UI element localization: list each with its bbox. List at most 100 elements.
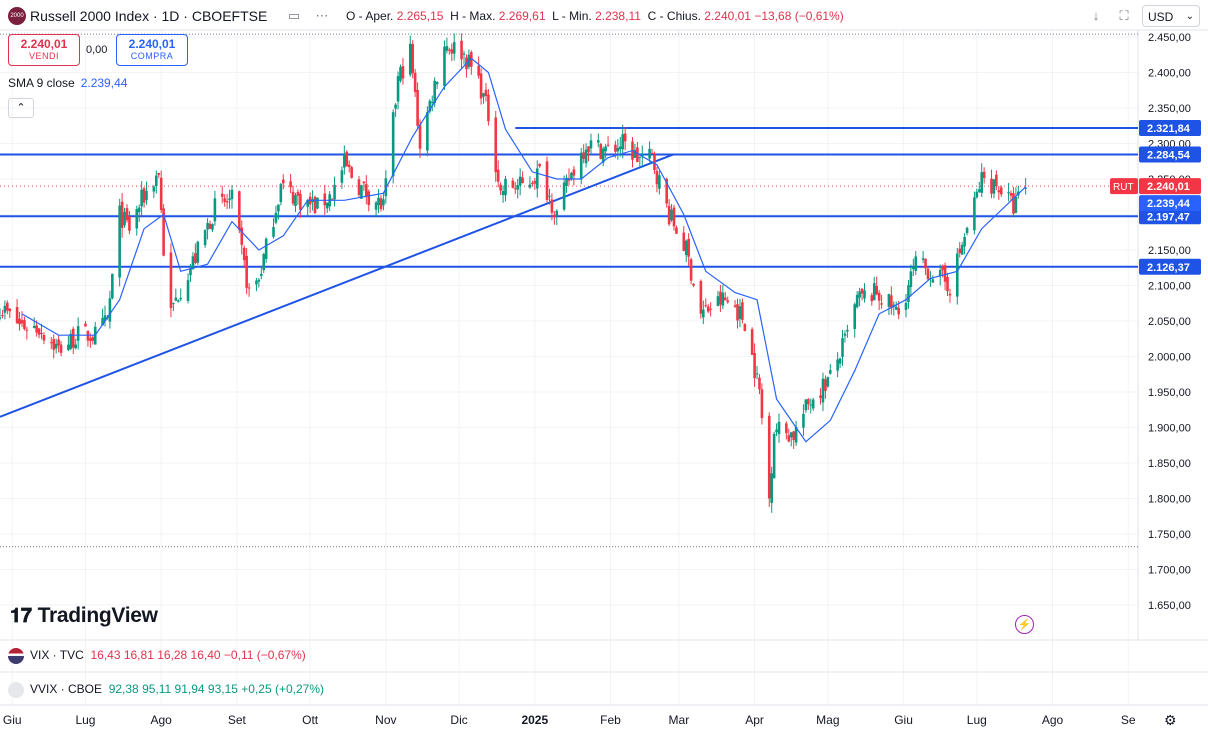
candle-body [880, 303, 883, 305]
candle-body [347, 164, 351, 168]
candle-body [872, 283, 876, 301]
horizontal-levels[interactable] [0, 33, 1138, 548]
sell-label: VENDI [28, 51, 59, 61]
candle-body [941, 266, 944, 271]
time-axis[interactable]: Giu Lug Ago Set Ott Nov Dic 2025 Feb Mar Apr Mag Giu… [3, 713, 1136, 727]
candle-body [921, 258, 925, 260]
candle-body [15, 307, 19, 324]
currency-select[interactable]: USD ⌄ [1142, 5, 1200, 27]
candle-body [443, 46, 446, 86]
candle-body [955, 253, 959, 297]
candle-body [587, 146, 590, 153]
candle-body [562, 182, 566, 210]
hide-icon[interactable]: ▭ [287, 8, 301, 23]
candle-body [672, 207, 676, 227]
candle-body [667, 205, 671, 225]
level-price-badge[interactable] [1139, 208, 1201, 225]
more-options-icon[interactable]: ⋯ [315, 8, 329, 23]
candle-body [59, 344, 63, 353]
candle-body [870, 295, 874, 302]
candle-body [977, 189, 981, 192]
sma-legend[interactable]: SMA 9 close 2.239,44 [8, 76, 127, 90]
candle-body [313, 196, 317, 213]
compare-label: VVIX · CBOE [30, 682, 103, 697]
ohlc-legend: O - Aper. 2.265,15 H - Max. 2.269,61 L -… [346, 9, 844, 23]
time-tick-label: Ott [302, 713, 319, 727]
candle-body [838, 358, 842, 364]
candle-body [1, 315, 4, 317]
candle-body [826, 377, 830, 387]
candle-body [614, 144, 617, 152]
price-tick-label: 2.100,00 [1148, 281, 1191, 293]
candle-body [323, 193, 327, 206]
time-tick-label: 2025 [521, 713, 548, 727]
low-label: L - Min. [552, 9, 592, 23]
candle-body [382, 199, 385, 206]
candle-body [274, 212, 278, 223]
candle-body [958, 248, 962, 254]
candle-body [228, 198, 231, 201]
candle-body [531, 182, 534, 184]
candle-body [191, 256, 195, 270]
buy-button[interactable]: 2.240,01 COMPRA [116, 34, 188, 66]
candle-body [538, 163, 541, 167]
price-tick-label: 2.450,00 [1148, 32, 1191, 44]
price-tick-label: 1.750,00 [1148, 529, 1191, 541]
candle-body [621, 134, 625, 150]
download-icon[interactable]: ↓ [1092, 8, 1100, 23]
time-tick-label: Mar [669, 713, 690, 727]
lightning-icon[interactable]: ⚡ [1015, 615, 1034, 634]
candle-body [32, 325, 36, 328]
price-axis[interactable]: 1.650,00 1.700,00 1.750,00 1.800,00 1.850,00… [1110, 32, 1201, 612]
candle-body [362, 181, 366, 184]
candles [0, 33, 1027, 513]
candle-body [770, 473, 773, 503]
candle-body [636, 147, 639, 163]
candle-body [589, 140, 593, 149]
sell-button[interactable]: 2.240,01 VENDI [8, 34, 80, 66]
symbol-tag-badge [1110, 178, 1138, 195]
candle-body [709, 308, 712, 310]
candle-body [767, 415, 771, 499]
candle-body [675, 227, 678, 234]
candle-body [450, 49, 454, 54]
tradingview-mark-icon: 𝟏𝟕 [10, 605, 32, 627]
candle-body [533, 180, 537, 184]
candle-body [118, 205, 121, 278]
chevron-down-icon: ⌄ [1185, 11, 1194, 22]
candle-body [511, 180, 515, 188]
candle-body [225, 201, 229, 203]
candle-body [758, 377, 761, 390]
level-price-badge[interactable] [1139, 119, 1201, 136]
trendline[interactable] [0, 153, 675, 418]
open-value: 2.265,15 [396, 9, 444, 23]
candle-body [853, 304, 857, 329]
candle-body [775, 429, 778, 433]
candle-body [550, 199, 554, 213]
candle-body [995, 174, 998, 187]
settings-gear-icon[interactable]: ⚙ [1164, 712, 1177, 728]
level-price-badge[interactable] [1139, 146, 1201, 163]
candle-body [741, 302, 744, 320]
candle-body [736, 304, 739, 321]
candle-body [157, 173, 161, 175]
fullscreen-icon[interactable]: ⛶ [1119, 8, 1129, 23]
candle-body [84, 323, 87, 327]
candle-body [521, 177, 524, 183]
sma-label: SMA 9 close [8, 76, 75, 90]
compare-row-vvix[interactable]: VVIX · CBOE 92,38 95,11 91,94 93,15 +0,2… [8, 682, 324, 698]
level-price-badge[interactable] [1139, 258, 1201, 275]
collapse-legend-button[interactable]: ⌃ [8, 98, 34, 118]
candle-body [858, 291, 861, 298]
candle-body [416, 89, 419, 126]
compare-row-vix[interactable]: VIX · TVC 16,43 16,81 16,28 16,40 −0,11 … [8, 648, 306, 664]
candle-body [357, 179, 361, 196]
candle-body [897, 308, 900, 315]
candle-body [135, 209, 139, 229]
candle-body [18, 318, 21, 325]
candle-body [343, 154, 346, 168]
symbol-title[interactable]: Russell 2000 Index · 1D · CBOEFTSE [30, 8, 268, 24]
last-price-label: 2.240,01 [1147, 181, 1190, 193]
candle-body [975, 191, 979, 198]
